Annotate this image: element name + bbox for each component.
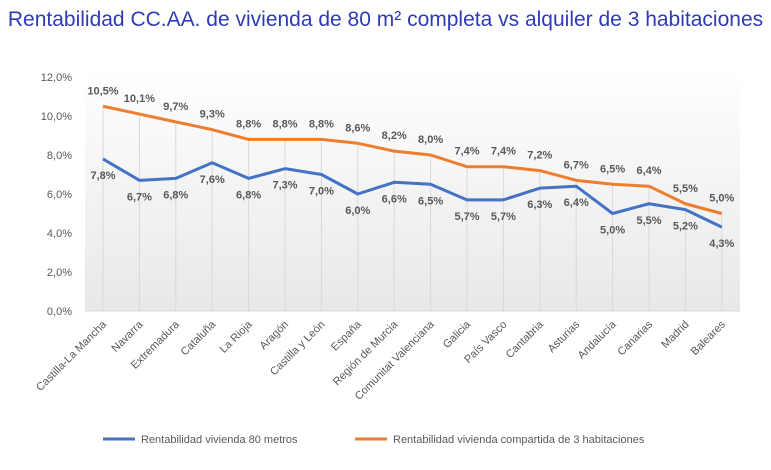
x-tick-label: Galicia xyxy=(441,318,474,351)
x-tick-label: Navarra xyxy=(109,318,146,355)
data-label: 6,7% xyxy=(127,191,152,203)
data-label: 6,0% xyxy=(345,205,370,217)
y-tick-label: 12,0% xyxy=(41,72,72,84)
x-tick-label: Canarias xyxy=(616,318,656,358)
data-label: 5,7% xyxy=(454,211,479,223)
data-label: 8,8% xyxy=(236,118,261,130)
data-label: 9,3% xyxy=(200,109,225,121)
x-tick-label: Región de Murcia xyxy=(331,318,401,388)
data-label: 5,2% xyxy=(673,221,698,233)
x-tick-label: Andalucía xyxy=(576,318,620,362)
data-label: 5,0% xyxy=(600,225,625,237)
x-tick-label: España xyxy=(329,318,364,353)
data-label: 6,5% xyxy=(418,195,443,207)
x-tick-label: Castilla-La Mancha xyxy=(34,318,110,394)
data-label: 6,7% xyxy=(564,159,589,171)
x-tick-label: Cantabria xyxy=(504,318,547,361)
data-label: 4,3% xyxy=(709,238,734,250)
data-label: 8,8% xyxy=(272,118,297,130)
data-label: 6,4% xyxy=(564,197,589,209)
y-tick-label: 0,0% xyxy=(47,306,72,318)
data-label: 8,8% xyxy=(309,118,334,130)
data-label: 7,3% xyxy=(272,180,297,192)
chart-title: Rentabilidad CC.AA. de vivienda de 80 m²… xyxy=(7,8,764,31)
data-label: 5,5% xyxy=(673,183,698,195)
data-label: 9,7% xyxy=(163,101,188,113)
data-label: 8,0% xyxy=(418,134,443,146)
y-tick-label: 8,0% xyxy=(47,150,72,162)
data-label: 5,7% xyxy=(491,211,516,223)
data-label: 8,2% xyxy=(382,130,407,142)
data-label: 6,4% xyxy=(636,165,661,177)
data-label: 7,8% xyxy=(90,170,115,182)
plot-area xyxy=(85,67,740,311)
data-label: 6,3% xyxy=(527,199,552,211)
data-label: 10,5% xyxy=(87,85,118,97)
y-tick-label: 2,0% xyxy=(47,267,72,279)
x-tick-label: Cataluña xyxy=(179,318,219,358)
data-label: 7,0% xyxy=(309,186,334,198)
legend-label: Rentabilidad vivienda compartida de 3 ha… xyxy=(393,434,645,446)
x-tick-label: La Rioja xyxy=(218,318,256,356)
x-tick-label: Madrid xyxy=(659,319,691,351)
x-tick-label: Asturias xyxy=(546,318,583,355)
data-label: 6,8% xyxy=(236,189,261,201)
data-label: 6,5% xyxy=(600,163,625,175)
data-label: 5,0% xyxy=(709,193,734,205)
data-label: 6,8% xyxy=(163,189,188,201)
data-label: 7,6% xyxy=(200,174,225,186)
y-tick-label: 10,0% xyxy=(41,111,72,123)
x-tick-label: Baleares xyxy=(689,318,729,358)
y-tick-label: 6,0% xyxy=(47,189,72,201)
data-label: 6,6% xyxy=(382,193,407,205)
legend-label: Rentabilidad vivienda 80 metros xyxy=(141,434,298,446)
series-line-2 xyxy=(102,104,723,215)
series-line-1 xyxy=(102,157,723,229)
x-tick-label: Aragón xyxy=(258,319,292,353)
data-label: 7,2% xyxy=(527,150,552,162)
data-label: 8,6% xyxy=(345,122,370,134)
data-label: 7,4% xyxy=(491,146,516,158)
data-label: 10,1% xyxy=(124,93,155,105)
y-tick-label: 4,0% xyxy=(47,228,72,240)
data-label: 7,4% xyxy=(454,146,479,158)
data-label: 5,5% xyxy=(636,215,661,227)
